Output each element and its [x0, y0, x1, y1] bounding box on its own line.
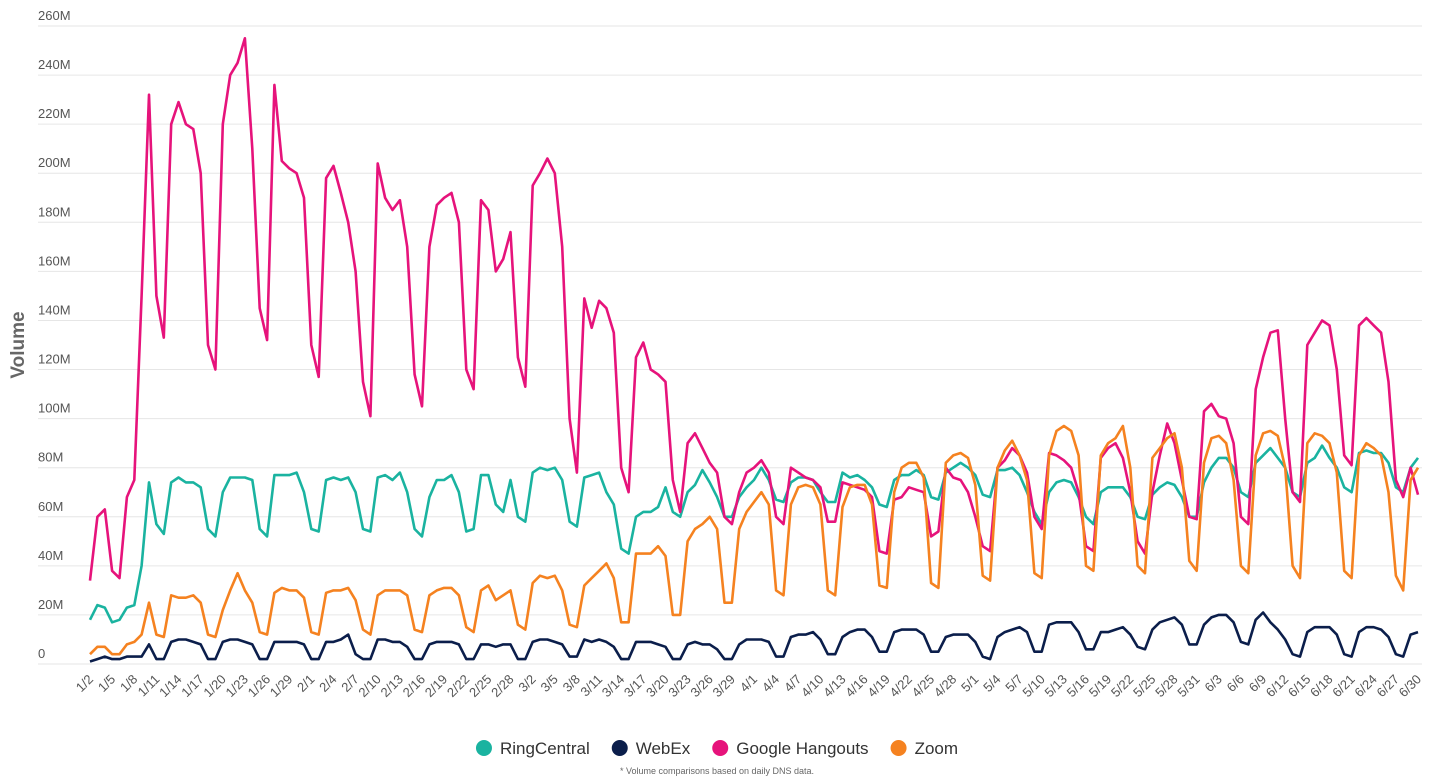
x-tick-label: 4/16: [842, 672, 871, 701]
x-tick-label: 1/17: [178, 672, 207, 701]
y-tick-label: 100M: [38, 401, 71, 416]
x-tick-label: 1/5: [95, 672, 118, 695]
legend-marker: [475, 740, 492, 756]
x-tick-label: 6/18: [1307, 672, 1336, 701]
x-tick-label: 3/11: [577, 672, 605, 700]
x-tick-label: 6/15: [1285, 672, 1314, 701]
x-tick-label: 4/10: [798, 672, 827, 701]
x-tick-label: 5/10: [1019, 672, 1048, 701]
y-tick-label: 240M: [38, 57, 71, 72]
x-tick-label: 1/14: [156, 672, 185, 701]
legend-marker: [890, 740, 907, 756]
legend-label: WebEx: [636, 739, 691, 758]
x-tick-label: 2/10: [355, 672, 384, 701]
x-tick-label: 1/29: [267, 672, 296, 701]
y-tick-label: 140M: [38, 302, 71, 317]
x-tick-label: 2/19: [422, 672, 451, 701]
x-tick-label: 4/4: [759, 672, 782, 695]
x-tick-label: 6/6: [1224, 672, 1247, 695]
x-tick-label: 2/13: [377, 672, 406, 701]
y-tick-label: 200M: [38, 155, 71, 170]
x-tick-label: 4/22: [887, 672, 916, 701]
x-tick-label: 3/14: [599, 672, 628, 701]
legend-marker: [611, 740, 628, 756]
footnote: * Volume comparisons based on daily DNS …: [620, 766, 814, 776]
x-tick-label: 6/3: [1202, 672, 1225, 695]
x-tick-label: 2/25: [466, 672, 495, 701]
y-tick-label: 60M: [38, 499, 63, 514]
x-tick-label: 5/13: [1041, 672, 1070, 701]
x-tick-label: 3/2: [515, 672, 538, 695]
line-series: [88, 444, 1420, 624]
x-tick-label: 6/21: [1329, 672, 1358, 701]
y-tick-label: 0: [38, 646, 45, 661]
y-tick-label: 80M: [38, 450, 63, 465]
x-tick-label: 2/16: [400, 672, 429, 701]
y-tick-label: 260M: [38, 8, 71, 23]
x-tick-label: 3/26: [687, 672, 716, 701]
line-series: [89, 424, 1420, 656]
x-tick-label: 5/25: [1130, 672, 1159, 701]
x-tick-label: 2/22: [444, 672, 473, 701]
x-tick-label: 2/4: [316, 672, 339, 695]
x-tick-label: 6/30: [1396, 672, 1425, 701]
x-tick-label: 5/4: [980, 672, 1003, 695]
x-tick-label: 3/5: [538, 672, 561, 695]
x-tick-label: 6/24: [1351, 672, 1380, 701]
y-tick-label: 20M: [38, 597, 63, 612]
x-tick-label: 5/31: [1174, 672, 1203, 701]
legend-label: Google Hangouts: [736, 739, 868, 758]
y-tick-label: 180M: [38, 204, 71, 219]
x-tick-label: 4/1: [737, 672, 760, 695]
x-tick-label: 1/20: [200, 672, 229, 701]
line-series: [89, 611, 1419, 663]
x-tick-label: 1/26: [245, 672, 274, 701]
x-tick-label: 4/13: [820, 672, 849, 701]
x-tick-label: 5/22: [1108, 672, 1137, 701]
x-tick-label: 3/23: [665, 672, 694, 701]
legend-label: Zoom: [915, 739, 958, 758]
x-tick-label: 2/28: [488, 672, 517, 701]
y-tick-label: 160M: [38, 253, 71, 268]
x-tick-label: 1/2: [73, 672, 96, 695]
x-tick-label: 6/27: [1373, 672, 1402, 701]
x-tick-label: 3/29: [709, 672, 738, 701]
x-tick-label: 5/28: [1152, 672, 1181, 701]
x-tick-label: 3/17: [621, 672, 650, 701]
x-tick-label: 1/11: [135, 672, 163, 700]
x-tick-label: 5/19: [1086, 672, 1115, 701]
legend-label: RingCentral: [500, 739, 590, 758]
x-tick-label: 3/20: [643, 672, 672, 701]
x-tick-label: 4/28: [931, 672, 960, 701]
x-tick-label: 4/19: [864, 672, 893, 701]
x-tick-label: 1/23: [223, 672, 252, 701]
line-series: [88, 37, 1420, 581]
x-tick-label: 4/25: [909, 672, 938, 701]
legend-marker: [712, 740, 729, 756]
x-tick-label: 6/12: [1263, 672, 1292, 701]
y-tick-label: 220M: [38, 106, 71, 121]
x-tick-label: 5/1: [958, 672, 981, 695]
y-tick-label: 120M: [38, 352, 71, 367]
y-axis-title: Volume: [8, 311, 29, 378]
x-tick-label: 2/1: [294, 672, 317, 695]
x-tick-label: 5/16: [1064, 672, 1093, 701]
y-tick-label: 40M: [38, 548, 63, 563]
